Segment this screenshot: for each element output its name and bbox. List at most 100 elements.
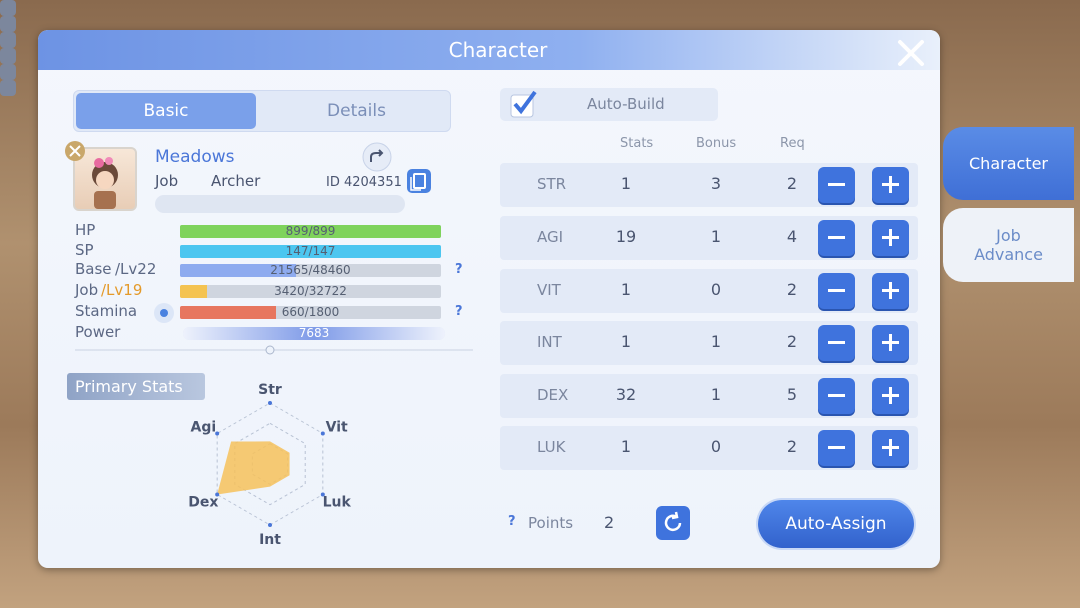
radar-axis-label: Str [258,382,282,398]
avatar[interactable] [73,147,137,211]
stat-stats: 1 [620,437,632,456]
minus-glyph [828,394,845,397]
plus-glyph [889,176,892,193]
plus-button[interactable] [872,167,909,203]
radar-ring [234,422,306,506]
stat-req: 5 [786,385,798,404]
plus-button[interactable] [872,220,909,256]
minus-glyph [828,183,845,186]
radar-axis-label: Vit [326,420,348,436]
stat-stats: 1 [620,332,632,351]
minus-button[interactable] [818,273,855,309]
minus-button[interactable] [818,167,855,203]
plus-button[interactable] [872,430,909,466]
col-header: Req [780,136,805,151]
divider [75,345,473,355]
stat-name: INT [537,333,562,351]
bar-text: 3420/32722 [274,285,347,298]
bar-fill [180,264,297,277]
bar-label: SP [75,241,94,259]
share-button[interactable] [361,141,393,173]
tab-details[interactable]: Details [327,101,386,121]
radar-dot [320,492,325,497]
bar-text: 21565/48460 [270,264,351,277]
plus-button[interactable] [872,378,909,414]
close-button[interactable] [896,38,928,68]
bar-fill [183,327,445,340]
stat-icon [0,32,16,48]
bar-fill [180,285,208,298]
bar-level: /Lv22 [115,260,157,278]
bar-text: 899/899 [285,225,336,238]
tab-basic[interactable]: Basic [76,93,256,129]
stat-icon [0,64,16,80]
radar-dot [268,401,272,405]
bar-text: 147/147 [285,245,336,258]
reset-button[interactable] [655,505,691,541]
minus-glyph [828,341,845,344]
stat-req: 2 [786,280,798,299]
stat-bonus: 0 [710,280,722,299]
stat-req: 2 [786,437,798,456]
radar-axis-label: Agi [190,420,216,436]
plus-glyph [889,387,892,404]
minus-glyph [828,446,845,449]
stat-name: DEX [537,386,569,404]
stat-req: 2 [786,332,798,351]
header-bar [38,30,940,70]
stat-stats: 19 [615,227,637,246]
stat-name: VIT [537,281,561,299]
avatar-art [92,157,118,209]
radar-dot [320,431,325,436]
points-value: 2 [604,513,615,532]
minus-button[interactable] [818,220,855,256]
bar-label: Power [75,323,121,341]
copy-button[interactable] [405,167,433,195]
minus-button[interactable] [818,325,855,361]
stat-bar: 899/899 [180,225,441,238]
help-icon[interactable]: ? [455,262,463,277]
stat-icon [0,0,16,16]
job-label: Job [155,172,179,190]
stat-bar: 7683 [183,327,445,340]
minus-button[interactable] [818,430,855,466]
radar-axis-label: Int [259,532,281,548]
stat-bar: 660/1800 [180,306,441,319]
plus-button[interactable] [872,325,909,361]
auto-assign-button[interactable]: Auto-Assign [758,500,914,548]
stat-bar: 21565/48460 [180,264,441,277]
plus-glyph [889,229,892,246]
stat-bar: 147/147 [180,245,441,258]
bar-level: /Lv19 [101,281,143,299]
bar-text: 660/1800 [281,306,340,319]
radar-dot [268,523,272,527]
player-name: Meadows [155,147,235,167]
side-tab-job-advance[interactable]: Job Advance [943,208,1074,282]
stat-stats: 1 [620,280,632,299]
bar-label: HP [75,221,96,239]
checkbox[interactable] [508,89,540,119]
section-title: Primary Stats [75,377,183,396]
plus-button[interactable] [872,273,909,309]
help-icon[interactable]: ? [455,304,463,319]
stat-bonus: 3 [710,174,722,193]
minus-glyph [828,236,845,239]
radar-chart: Str Vit Luk Int Dex Agi [188,382,352,548]
stat-req: 2 [786,174,798,193]
stat-name: AGI [537,228,564,246]
radar-axis-label: Luk [323,495,352,511]
bar-label: Job [75,281,99,299]
help-icon[interactable]: ? [508,514,516,529]
bar-fill [180,225,441,238]
minus-button[interactable] [818,378,855,414]
plus-glyph [889,439,892,456]
emblem [65,141,85,161]
side-tab-character[interactable]: Character [943,127,1074,200]
bar-label: Base [75,260,112,278]
plus-glyph [889,282,892,299]
bar-label: Stamina [75,302,138,320]
radar-axis-label: Dex [188,495,218,511]
stat-icon [0,48,16,64]
radar-dot [215,431,220,436]
stat-stats: 1 [620,174,632,193]
